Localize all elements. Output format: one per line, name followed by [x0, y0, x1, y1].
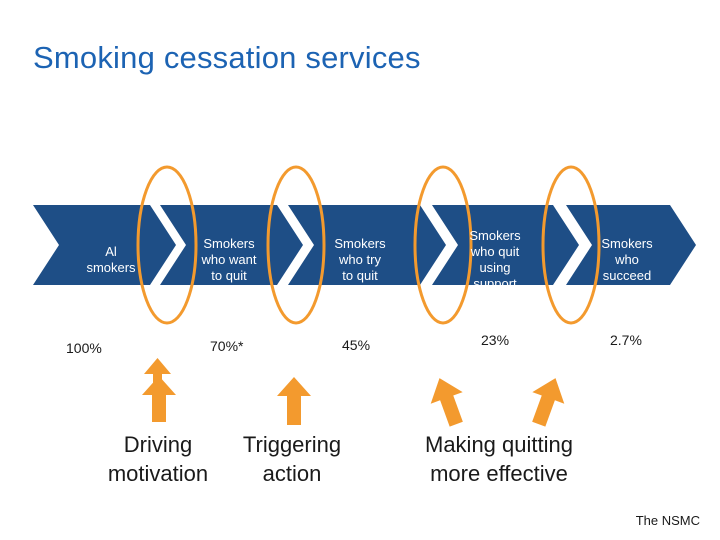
stage-percent-4: 23% [481, 332, 510, 348]
stage-percent-1: 100% [66, 340, 102, 356]
stage-label-3: Smokers who try to quit [334, 236, 386, 283]
lever-label-1: Driving motivation [107, 432, 209, 486]
transition-highlight-4 [541, 165, 601, 325]
stage-percent-5: 2.7% [610, 332, 642, 348]
stage-label-1: Al smokers [86, 244, 136, 275]
up-arrow-icon [142, 376, 176, 422]
transition-highlight-2 [266, 165, 326, 325]
stage-percent-3: 45% [342, 337, 371, 353]
stage-label-5: Smokers who succeed [601, 236, 653, 283]
stage-percent-2: 70%* [210, 338, 244, 354]
slide-title: Smoking cessation services [33, 40, 421, 75]
stage-label-2: Smokers who want to quit [201, 236, 257, 283]
up-arrow-icon [277, 377, 311, 425]
transition-highlight-1 [136, 165, 198, 325]
up-arrow-icon [144, 358, 171, 389]
transition-highlight-3 [413, 165, 473, 325]
stage-chevron-3 [288, 205, 446, 285]
lever-label-2: Triggering action [242, 432, 342, 486]
lever-label-3: Making quitting more effective [425, 432, 573, 486]
stage-label-4: Smokers who quit using support [469, 228, 521, 291]
source-credit: The NSMC [635, 513, 700, 528]
up-arrow-icon [430, 378, 463, 427]
up-arrow-icon [532, 378, 565, 427]
